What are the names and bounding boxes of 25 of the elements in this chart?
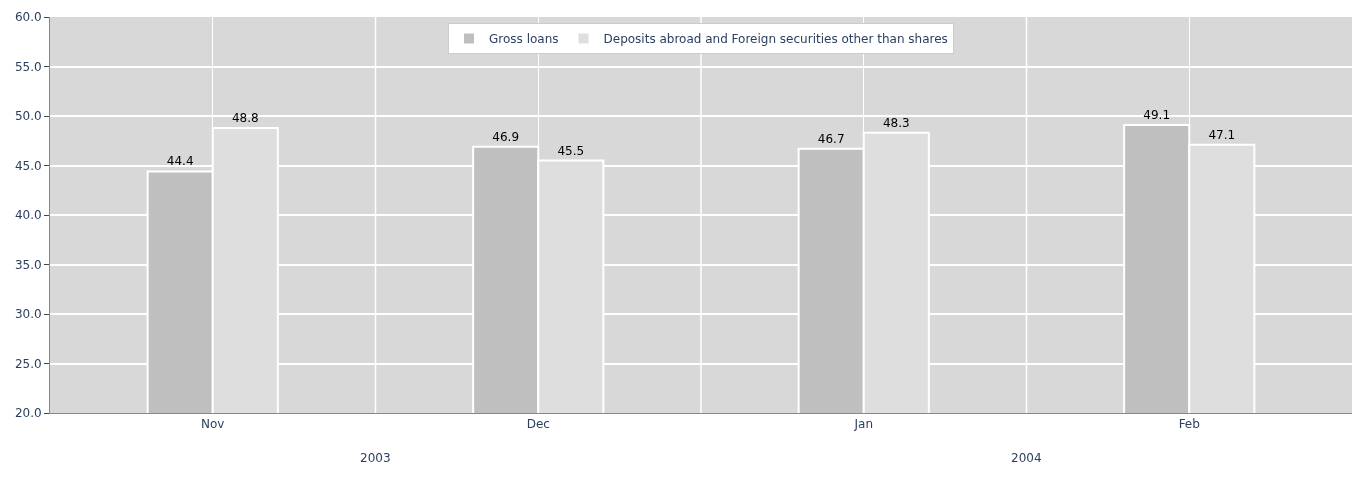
data-label: 49.1 <box>1143 107 1171 122</box>
data-label: 48.3 <box>882 115 910 130</box>
data-label: 46.9 <box>492 129 520 144</box>
y-tick-label: 60.0 <box>14 10 42 25</box>
data-label: 47.1 <box>1208 127 1236 142</box>
y-tick-label: 45.0 <box>14 158 42 173</box>
x-tick-label: Nov <box>201 417 225 432</box>
text: 2004 <box>1011 451 1042 465</box>
y-tick-label: 30.0 <box>14 307 42 322</box>
legend-label: Deposits abroad and Foreign securities other than shares <box>603 32 948 47</box>
data-label: 44.4 <box>166 154 194 169</box>
y-tick-label: 50.0 <box>14 109 42 124</box>
text: 2003 <box>360 451 391 465</box>
data-label: 45.5 <box>557 143 585 158</box>
legend-label: Gross loans <box>489 32 559 47</box>
y-tick-label: 55.0 <box>14 59 42 74</box>
x-tick-label: Feb <box>1178 417 1200 432</box>
y-tick-label: 35.0 <box>14 257 42 272</box>
x-tick-label: Dec <box>526 417 550 432</box>
x-tick-label: Jan <box>853 417 873 432</box>
data-label: 48.8 <box>231 110 259 125</box>
data-label: 46.7 <box>817 131 845 146</box>
y-tick-label: 20.0 <box>14 406 42 421</box>
y-tick-label: 25.0 <box>14 356 42 371</box>
y-tick-label: 40.0 <box>14 208 42 223</box>
